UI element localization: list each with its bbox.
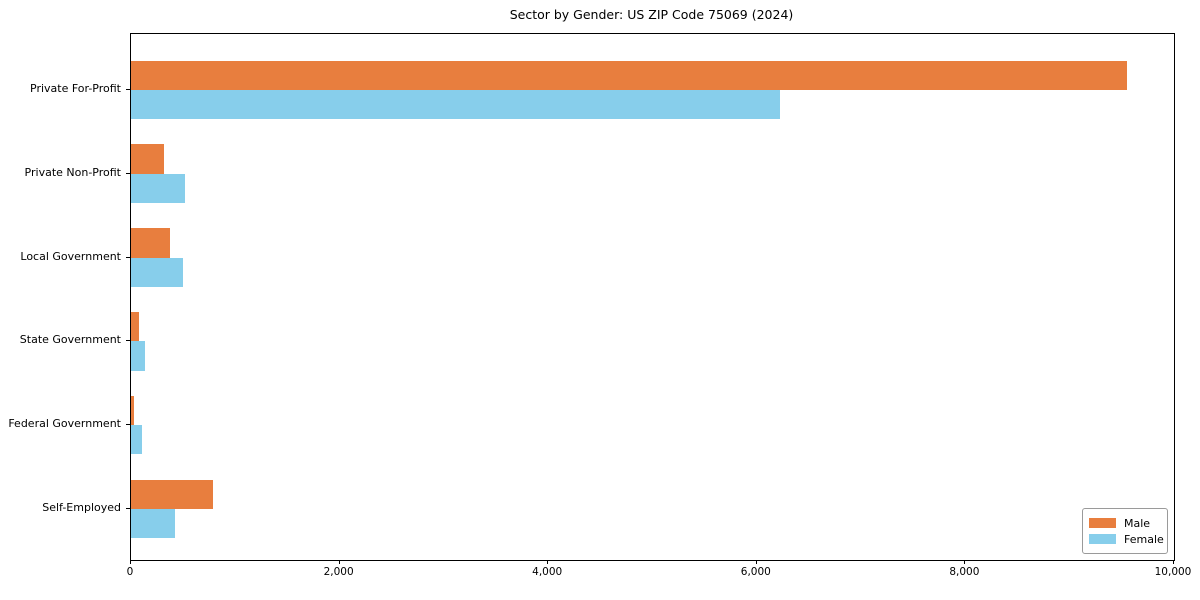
x-axis-tick — [130, 560, 131, 564]
bar-female-local-government — [131, 257, 184, 287]
legend-swatch-male — [1089, 518, 1116, 528]
bar-female-private-for-profit — [131, 90, 780, 120]
bar-male-self-employed — [131, 479, 214, 509]
y-axis-tick — [126, 89, 130, 90]
chart-title: Sector by Gender: US ZIP Code 75069 (202… — [509, 7, 794, 22]
x-axis-tick-label: 0 — [126, 566, 134, 578]
bar-male-state-government — [131, 311, 140, 342]
x-axis-tick-label: 4,000 — [532, 566, 563, 578]
bar-female-private-non-profit — [131, 173, 186, 204]
legend-swatch-female — [1089, 534, 1116, 544]
bar-female-state-government — [131, 341, 145, 371]
y-axis-tick — [126, 507, 130, 509]
x-axis-tick — [1173, 560, 1174, 564]
y-axis-tick — [126, 172, 130, 174]
y-axis-tick — [126, 340, 130, 342]
bar-male-private-non-profit — [131, 144, 164, 174]
x-axis-tick — [755, 560, 757, 564]
y-axis-tick — [126, 424, 130, 426]
legend-row-female: Female — [1089, 531, 1164, 547]
x-axis-tick-label: 8,000 — [949, 566, 980, 578]
bar-male-private-for-profit — [131, 60, 1128, 90]
plot-area: Male Female — [130, 33, 1175, 561]
y-axis-label-state-government: State Government — [19, 333, 121, 347]
bar-female-self-employed — [131, 508, 175, 539]
y-axis-tick — [126, 256, 130, 258]
x-axis-tick-label: 6,000 — [740, 566, 771, 578]
bar-male-federal-government — [131, 395, 135, 426]
y-axis-label-local-government: Local Government — [20, 249, 121, 263]
x-axis-tick — [964, 560, 966, 564]
bar-female-federal-government — [131, 425, 143, 455]
bar-male-local-government — [131, 228, 171, 258]
y-axis-label-private-non-profit: Private Non-Profit — [24, 165, 121, 179]
x-axis-tick-label: 2,000 — [323, 566, 354, 578]
legend-label-male: Male — [1124, 516, 1151, 530]
x-axis-tick — [547, 560, 549, 564]
y-axis-label-federal-government: Federal Government — [8, 417, 121, 431]
y-axis-label-self-employed: Self-Employed — [42, 500, 121, 514]
y-axis-label-private-for-profit: Private For-Profit — [30, 82, 121, 95]
legend: Male Female — [1082, 508, 1168, 554]
legend-row-male: Male — [1089, 515, 1159, 531]
x-axis-tick-label: 10,000 — [1154, 566, 1192, 578]
legend-label-female: Female — [1124, 532, 1164, 546]
x-axis-tick — [338, 560, 340, 564]
